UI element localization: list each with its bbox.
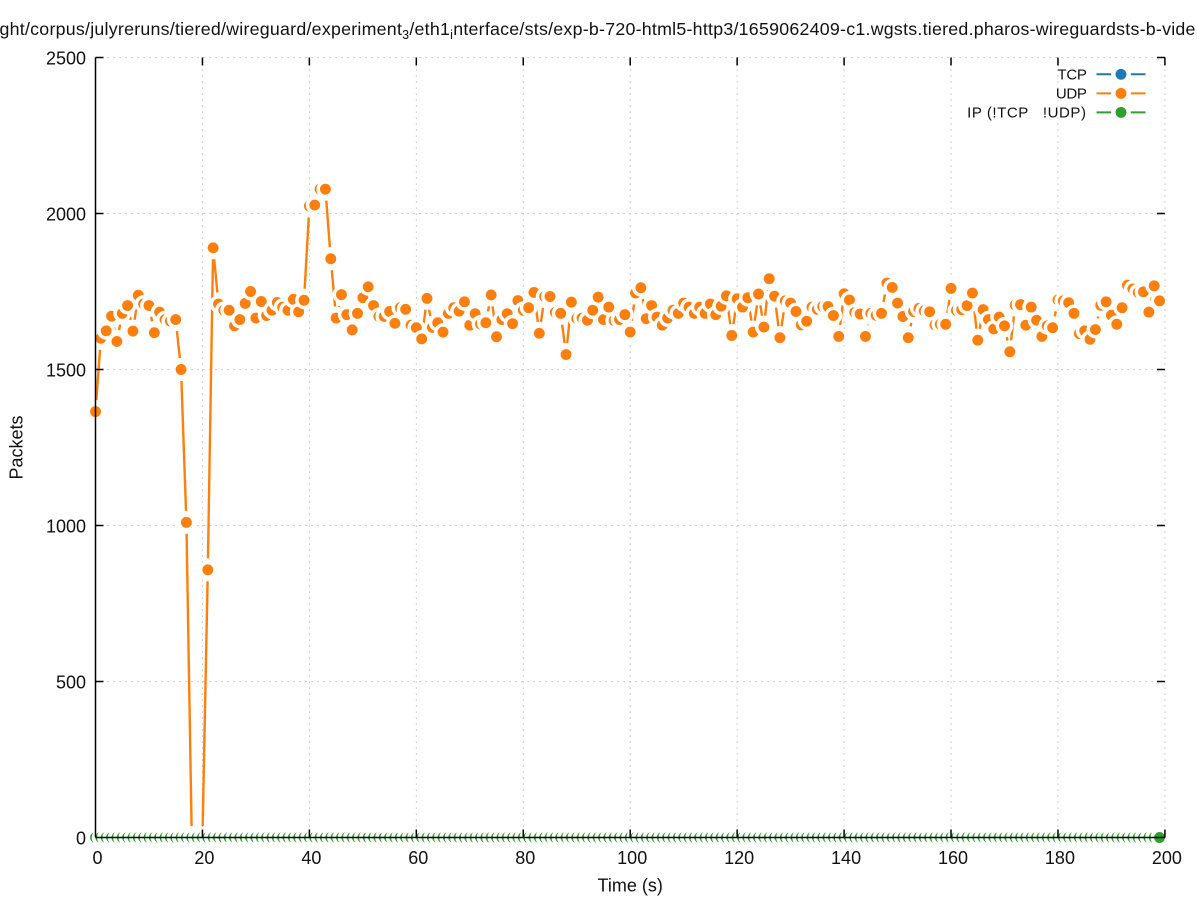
svg-text:1000: 1000 xyxy=(46,517,86,537)
svg-text:180: 180 xyxy=(1045,848,1075,868)
svg-text:UDP: UDP xyxy=(1056,86,1087,103)
svg-text:200: 200 xyxy=(1152,848,1182,868)
svg-text:120: 120 xyxy=(724,848,754,868)
svg-text:0: 0 xyxy=(92,848,102,868)
svg-text:500: 500 xyxy=(56,673,86,693)
svg-text:2000: 2000 xyxy=(46,205,86,225)
svg-text:IP (!TCP !UDP): IP (!TCP !UDP) xyxy=(967,105,1086,122)
svg-text:160: 160 xyxy=(938,848,968,868)
svg-text:60: 60 xyxy=(408,848,428,868)
svg-text:Packets: Packets xyxy=(7,415,27,479)
svg-text:0: 0 xyxy=(76,829,86,849)
svg-text:140: 140 xyxy=(831,848,861,868)
svg-text:TCP: TCP xyxy=(1058,67,1087,84)
svg-text:Time (s): Time (s) xyxy=(598,876,663,896)
svg-text:ght/corpus/julyreruns/tiered/w: ght/corpus/julyreruns/tiered/wireguard/e… xyxy=(0,19,1196,42)
svg-text:80: 80 xyxy=(515,848,535,868)
svg-text:100: 100 xyxy=(617,848,647,868)
svg-text:1500: 1500 xyxy=(46,361,86,381)
svg-text:40: 40 xyxy=(301,848,321,868)
svg-text:2500: 2500 xyxy=(46,49,86,69)
svg-text:20: 20 xyxy=(194,848,214,868)
